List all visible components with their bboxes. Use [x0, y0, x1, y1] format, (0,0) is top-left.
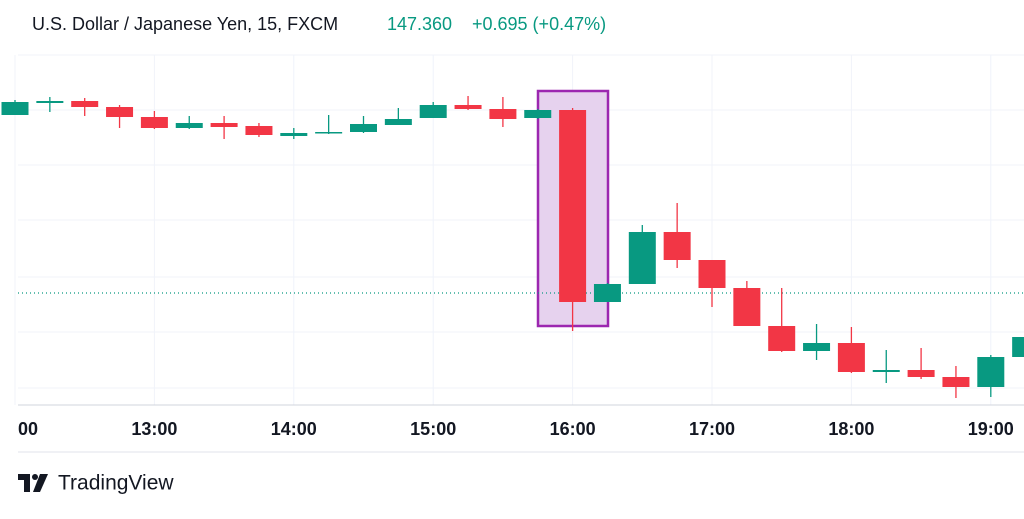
candle-body: [280, 133, 308, 136]
price-change: +0.695 (+0.47%): [472, 14, 606, 34]
x-tick-label: 19:00: [968, 419, 1014, 439]
candle-body: [837, 343, 865, 372]
candle-body: [593, 284, 621, 302]
candle-body: [977, 357, 1005, 387]
candle-body: [663, 232, 691, 260]
last-price: 147.360: [387, 14, 452, 34]
candle-body: [803, 343, 831, 351]
candle-body: [733, 288, 761, 326]
logo-text: TradingView: [58, 472, 174, 495]
candle-body: [419, 105, 447, 118]
candle-body: [768, 326, 796, 351]
candle-body: [175, 123, 203, 128]
candle-body: [454, 105, 482, 109]
candle-body: [350, 124, 377, 132]
candle-body: [942, 377, 970, 387]
candle-body: [524, 110, 552, 118]
candle-body: [698, 260, 726, 288]
x-tick-label: 18:00: [828, 419, 874, 439]
candle-body: [384, 119, 412, 125]
x-tick-label: 17:00: [689, 419, 735, 439]
candle-body: [71, 101, 99, 107]
candle-body: [907, 370, 935, 377]
candle-body: [628, 232, 656, 284]
candle-body: [36, 101, 64, 103]
candle-body: [315, 132, 343, 134]
candle-body: [106, 107, 134, 117]
symbol-title: U.S. Dollar / Japanese Yen, 15, FXCM: [32, 14, 338, 34]
candle-body: [872, 370, 900, 372]
x-tick-label: 15:00: [410, 419, 456, 439]
logo-icon: [18, 474, 48, 492]
candle-body: [1012, 337, 1024, 357]
x-tick-label: 13:00: [131, 419, 177, 439]
candle-body: [1, 102, 29, 115]
candle-body: [489, 109, 517, 119]
x-tick-label: 00: [18, 419, 38, 439]
x-tick-label: 16:00: [550, 419, 596, 439]
candle-body: [559, 110, 587, 302]
grid: [18, 54, 1024, 389]
candle-body: [210, 123, 238, 127]
candle-body: [245, 126, 273, 135]
x-tick-label: 14:00: [271, 419, 317, 439]
candle-body: [140, 117, 168, 128]
